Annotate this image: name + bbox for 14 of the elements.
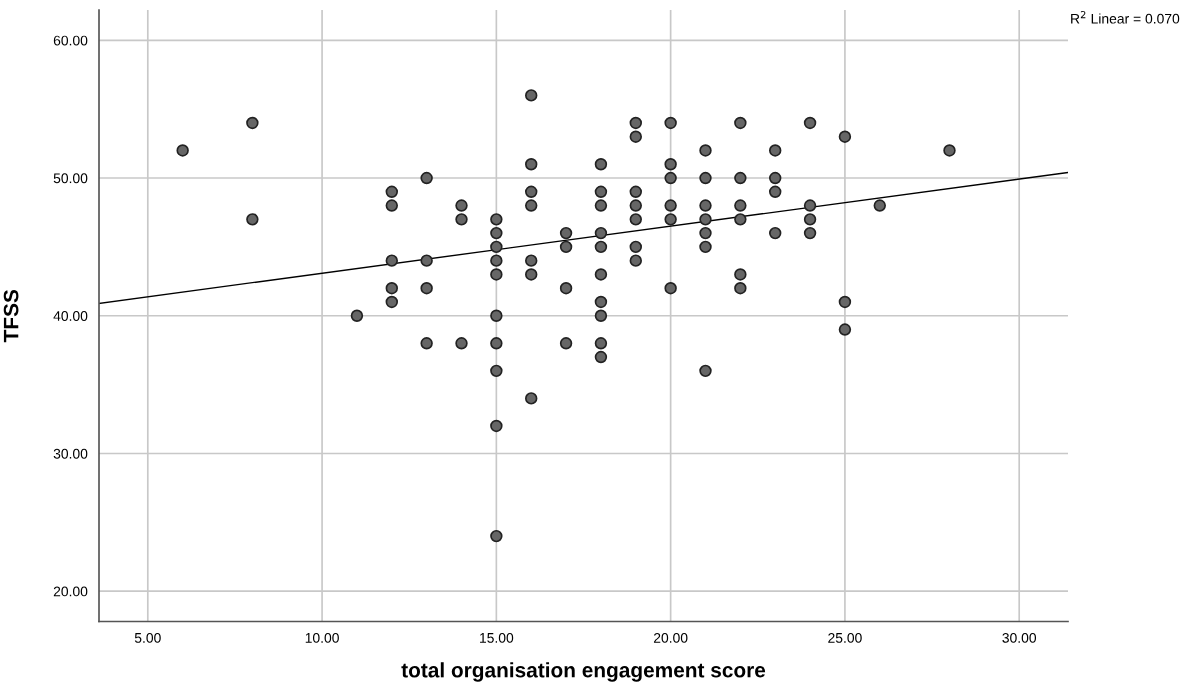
text: R$^{2}$ Linear = 0.070	[1071, 10, 1180, 24]
x-tick-label: 5.00	[134, 632, 161, 643]
y-tick-label: 40.00	[53, 311, 88, 321]
x-tick-label: 25.00	[828, 632, 862, 643]
y-tick-label: 30.00	[53, 448, 88, 459]
y-tick-label: 60.00	[53, 35, 88, 46]
x-tick-label: 30.00	[1002, 632, 1037, 643]
y-tick-label: 50.00	[53, 173, 88, 184]
x-tick-label: 10.00	[305, 632, 339, 643]
y-tick-label: 20.00	[53, 586, 88, 597]
x-tick-label: 20.00	[653, 632, 688, 643]
x-axis-title: total organisation engagement score	[401, 662, 766, 682]
x-tick-label: 15.00	[480, 632, 514, 643]
y-axis-title: TFSS	[3, 289, 19, 343]
